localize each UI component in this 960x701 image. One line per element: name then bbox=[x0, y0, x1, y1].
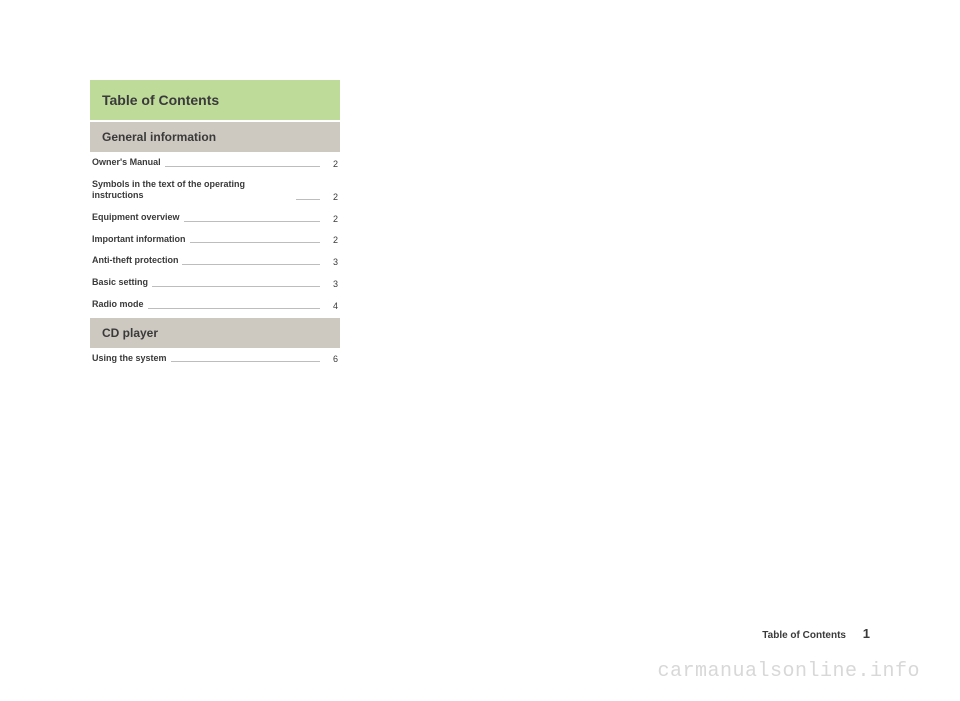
toc-leader bbox=[190, 242, 321, 243]
toc-column: Table of Contents General information Ow… bbox=[90, 80, 340, 369]
toc-entry-page: 6 bbox=[324, 354, 338, 364]
toc-entry-label: Important information bbox=[92, 234, 186, 246]
toc-entry: Equipment overview 2 bbox=[90, 207, 340, 229]
page-footer: Table of Contents 1 bbox=[762, 626, 870, 641]
toc-entry-page: 2 bbox=[324, 192, 338, 202]
toc-entry: Using the system 6 bbox=[90, 348, 340, 370]
toc-entry-label: Using the system bbox=[92, 353, 167, 365]
toc-entry: Symbols in the text of the operating ins… bbox=[90, 174, 340, 207]
section-heading-general-information: General information bbox=[90, 122, 340, 152]
watermark: carmanualsonline.info bbox=[657, 660, 920, 683]
toc-entry: Anti-theft protection 3 bbox=[90, 250, 340, 272]
section-heading-cd-player: CD player bbox=[90, 318, 340, 348]
toc-leader bbox=[296, 199, 320, 200]
toc-entry-page: 2 bbox=[324, 159, 338, 169]
toc-entry-label: Basic setting bbox=[92, 277, 148, 289]
toc-entry: Owner's Manual 2 bbox=[90, 152, 340, 174]
footer-label: Table of Contents bbox=[762, 630, 846, 641]
toc-entry: Radio mode 4 bbox=[90, 294, 340, 316]
toc-entry: Important information 2 bbox=[90, 229, 340, 251]
toc-leader bbox=[152, 286, 320, 287]
toc-entry-page: 3 bbox=[324, 257, 338, 267]
document-page: Table of Contents General information Ow… bbox=[0, 0, 960, 701]
toc-entry-page: 3 bbox=[324, 279, 338, 289]
toc-entry-label: Equipment overview bbox=[92, 212, 180, 224]
toc-entry-label: Radio mode bbox=[92, 299, 144, 311]
toc-entry: Basic setting 3 bbox=[90, 272, 340, 294]
toc-leader bbox=[184, 221, 320, 222]
toc-entry-label: Owner's Manual bbox=[92, 157, 161, 169]
toc-entry-page: 2 bbox=[324, 235, 338, 245]
toc-leader bbox=[148, 308, 320, 309]
toc-title: Table of Contents bbox=[90, 80, 340, 120]
toc-entry-page: 2 bbox=[324, 214, 338, 224]
toc-leader bbox=[182, 264, 320, 265]
footer-page-number: 1 bbox=[863, 626, 870, 641]
toc-entry-page: 4 bbox=[324, 301, 338, 311]
toc-leader bbox=[165, 166, 320, 167]
toc-entry-label: Symbols in the text of the operating ins… bbox=[92, 179, 292, 202]
toc-leader bbox=[171, 361, 320, 362]
toc-entry-label: Anti-theft protection bbox=[92, 255, 178, 267]
